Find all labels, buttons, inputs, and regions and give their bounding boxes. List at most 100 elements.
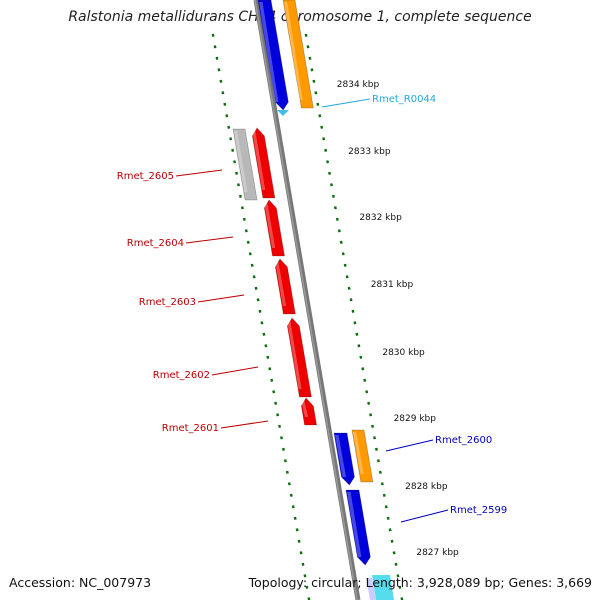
tick-mark-right [353,321,357,325]
tick-mark-right [322,137,326,141]
gene-gray-shine [234,131,248,192]
leader-line [400,509,449,523]
tick-mark-right [337,229,341,233]
tick-mark-right [341,252,345,256]
tick-mark-left [291,505,295,509]
tick-mark-left [240,206,244,210]
gene-label: Rmet_2599 [450,505,507,516]
gene-red-2602 [286,317,312,398]
tick-mark-right [376,459,380,463]
tick-mark-right [374,447,378,451]
leader-line [321,98,371,108]
tick-mark-right [310,68,314,72]
topology-summary-text: Topology: circular; Length: 3,928,089 bp… [248,575,592,590]
tick-mark-left [219,79,223,83]
leader-line [220,420,269,429]
tick-mark-right [384,505,388,509]
tick-mark-right [355,332,359,336]
tick-mark-right [396,574,400,578]
tick-mark-left [233,160,237,164]
tick-mark-right [351,309,355,313]
tick-mark-right [316,102,320,106]
tick-mark-right [314,91,318,95]
gene-orange-2600-shine [353,432,364,474]
gene-label: Rmet_2600 [435,435,492,446]
tick-mark-left [301,562,305,566]
tick-mark-left [297,539,301,543]
tick-mark-left [278,424,282,428]
tick-mark-right [343,263,347,267]
tick-mark-right [369,413,373,417]
tick-mark-left [272,390,276,394]
tick-mark-right [386,516,390,520]
tick-mark-left [225,114,229,118]
tick-mark-right [339,240,343,244]
leader-line [211,366,259,376]
leader-line [197,294,245,303]
gene-orange-2600 [351,429,374,483]
tick-mark-left [254,286,258,290]
tick-mark-left [229,137,233,141]
tick-mark-right [320,125,324,129]
gene-orange-top [282,0,314,109]
gene-blue-2599 [345,489,371,566]
tick-mark-left [285,470,289,474]
leader-line [175,169,223,177]
tick-mark-left [246,240,250,244]
tick-mark-left [287,482,291,486]
gene-lavender-bottom [366,578,376,600]
leader-line [385,439,434,452]
tick-mark-left [250,263,254,267]
tick-mark-left [295,528,299,532]
tick-mark-right [331,194,335,198]
tick-mark-left [213,45,217,49]
tick-mark-left [303,574,307,578]
tick-mark-left [256,298,260,302]
tick-mark-left [235,171,239,175]
tick-mark-right [398,585,402,589]
tick-mark-left [293,516,297,520]
tick-mark-right [308,56,312,60]
gene-red-2601 [300,397,318,426]
tick-mark-right [318,114,322,118]
scale-label: 2827 kbp [416,548,459,558]
tick-mark-right [390,539,394,543]
gene-cyan-bottom [372,575,394,600]
tick-mark-left [299,551,303,555]
tick-mark-right [333,206,337,210]
tick-mark-left [242,217,246,221]
tick-marks [211,33,404,600]
tick-mark-right [357,344,361,348]
gene-blue-2599-shine [347,492,362,557]
tick-mark-right [306,45,310,49]
gene-blue-2600-shine [335,435,347,477]
label-leader-lines [175,98,449,523]
tick-mark-right [373,436,376,440]
tick-mark-right [347,286,351,290]
tick-mark-left [237,183,240,187]
tick-mark-right [363,378,367,382]
tick-mark-right [330,183,333,187]
tick-mark-right [312,79,316,83]
gene-red-2601-shine [301,400,309,417]
tick-mark-right [392,551,396,555]
scale-label: 2833 kbp [348,147,391,157]
tick-mark-left [221,91,225,95]
gene-red-2603-shine [275,261,287,306]
tick-mark-right [359,355,363,359]
tick-mark-left [289,493,293,497]
tick-mark-left [238,194,242,198]
tick-mark-left [270,378,274,382]
gene-label: Rmet_2601 [162,423,219,434]
scale-label: 2832 kbp [359,213,402,223]
gene-orange-top-shine [284,2,303,100]
tick-mark-left [281,447,285,451]
tick-mark-left [223,102,227,106]
scale-labels: 2834 kbp 2833 kbp 2832 kbp 2831 kbp 2830 kbp… [337,80,459,558]
scale-label: 2834 kbp [337,80,380,90]
gene-label: Rmet_R0044 [372,94,436,105]
scale-label: 2829 kbp [394,414,437,424]
tick-mark-left [305,585,309,589]
